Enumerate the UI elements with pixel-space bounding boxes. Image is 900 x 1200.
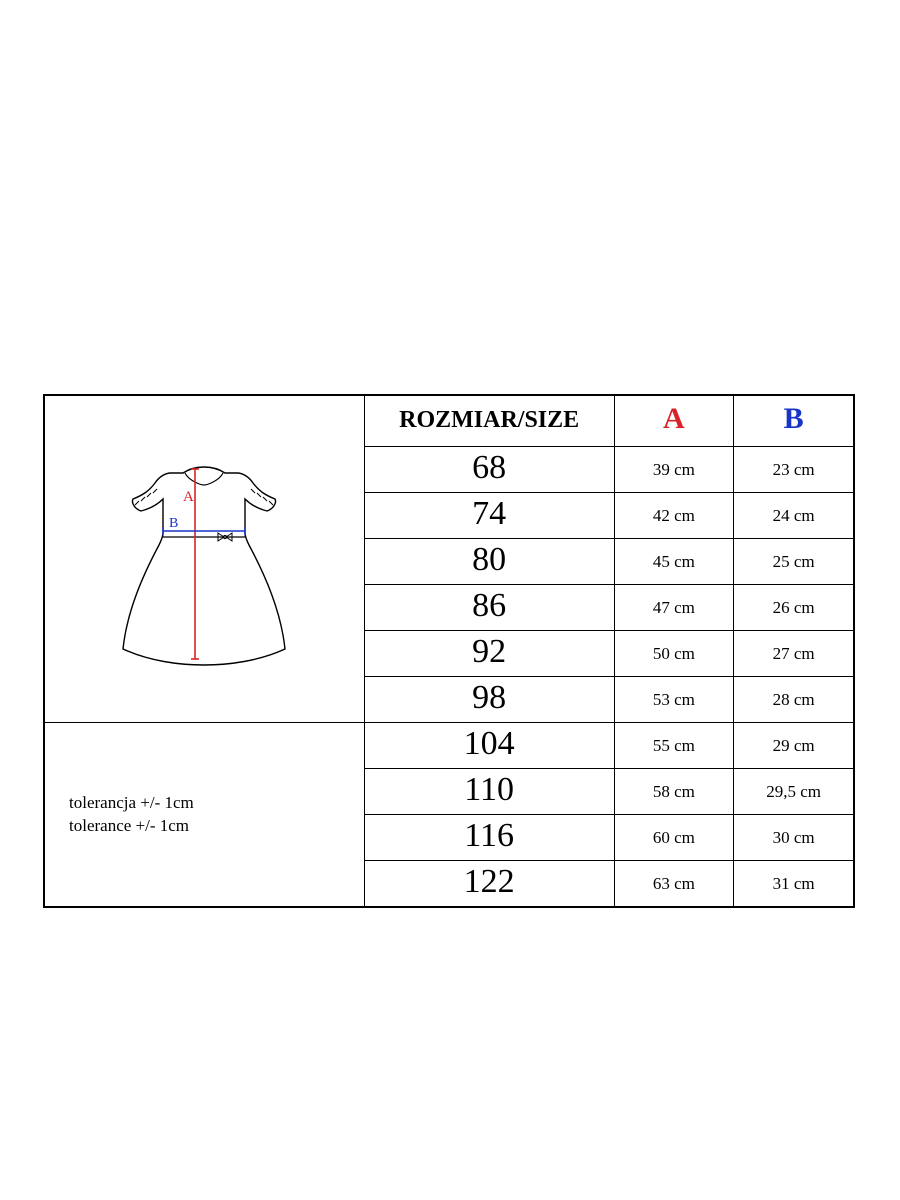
tolerance-line-2: tolerance +/- 1cm [69, 816, 189, 835]
b-value: 23 cm [734, 447, 854, 493]
table-header-row: A B ROZMIAR/SIZE A B [45, 396, 854, 447]
a-value: 63 cm [614, 861, 734, 907]
b-value: 28 cm [734, 677, 854, 723]
b-value: 26 cm [734, 585, 854, 631]
size-table: A B ROZMIAR/SIZE A B 68 39 cm 23 cm [44, 395, 854, 907]
a-value: 47 cm [614, 585, 734, 631]
size-value: 86 [364, 585, 614, 631]
page: A B ROZMIAR/SIZE A B 68 39 cm 23 cm [0, 0, 900, 1200]
a-value: 42 cm [614, 493, 734, 539]
size-chart-container: A B ROZMIAR/SIZE A B 68 39 cm 23 cm [43, 394, 855, 908]
diagram-label-a: A [183, 489, 194, 505]
column-header-size: ROZMIAR/SIZE [364, 396, 614, 447]
size-value: 98 [364, 677, 614, 723]
size-value: 122 [364, 861, 614, 907]
size-value: 104 [364, 723, 614, 769]
a-value: 60 cm [614, 815, 734, 861]
a-value: 45 cm [614, 539, 734, 585]
dress-diagram-icon: A B [89, 451, 319, 671]
table-row: tolerancja +/- 1cm tolerance +/- 1cm 104… [45, 723, 854, 769]
b-value: 29 cm [734, 723, 854, 769]
a-value: 39 cm [614, 447, 734, 493]
a-value: 53 cm [614, 677, 734, 723]
size-value: 110 [364, 769, 614, 815]
size-value: 92 [364, 631, 614, 677]
column-header-b: B [734, 396, 854, 447]
b-value: 24 cm [734, 493, 854, 539]
size-value: 80 [364, 539, 614, 585]
a-value: 58 cm [614, 769, 734, 815]
b-value: 29,5 cm [734, 769, 854, 815]
b-value: 30 cm [734, 815, 854, 861]
a-value: 55 cm [614, 723, 734, 769]
b-value: 31 cm [734, 861, 854, 907]
size-value: 68 [364, 447, 614, 493]
a-value: 50 cm [614, 631, 734, 677]
size-value: 74 [364, 493, 614, 539]
tolerance-line-1: tolerancja +/- 1cm [69, 793, 194, 812]
tolerance-cell: tolerancja +/- 1cm tolerance +/- 1cm [45, 723, 365, 907]
diagram-label-b: B [169, 516, 178, 531]
dress-diagram-cell: A B [45, 396, 365, 723]
b-value: 25 cm [734, 539, 854, 585]
b-value: 27 cm [734, 631, 854, 677]
size-value: 116 [364, 815, 614, 861]
column-header-a: A [614, 396, 734, 447]
